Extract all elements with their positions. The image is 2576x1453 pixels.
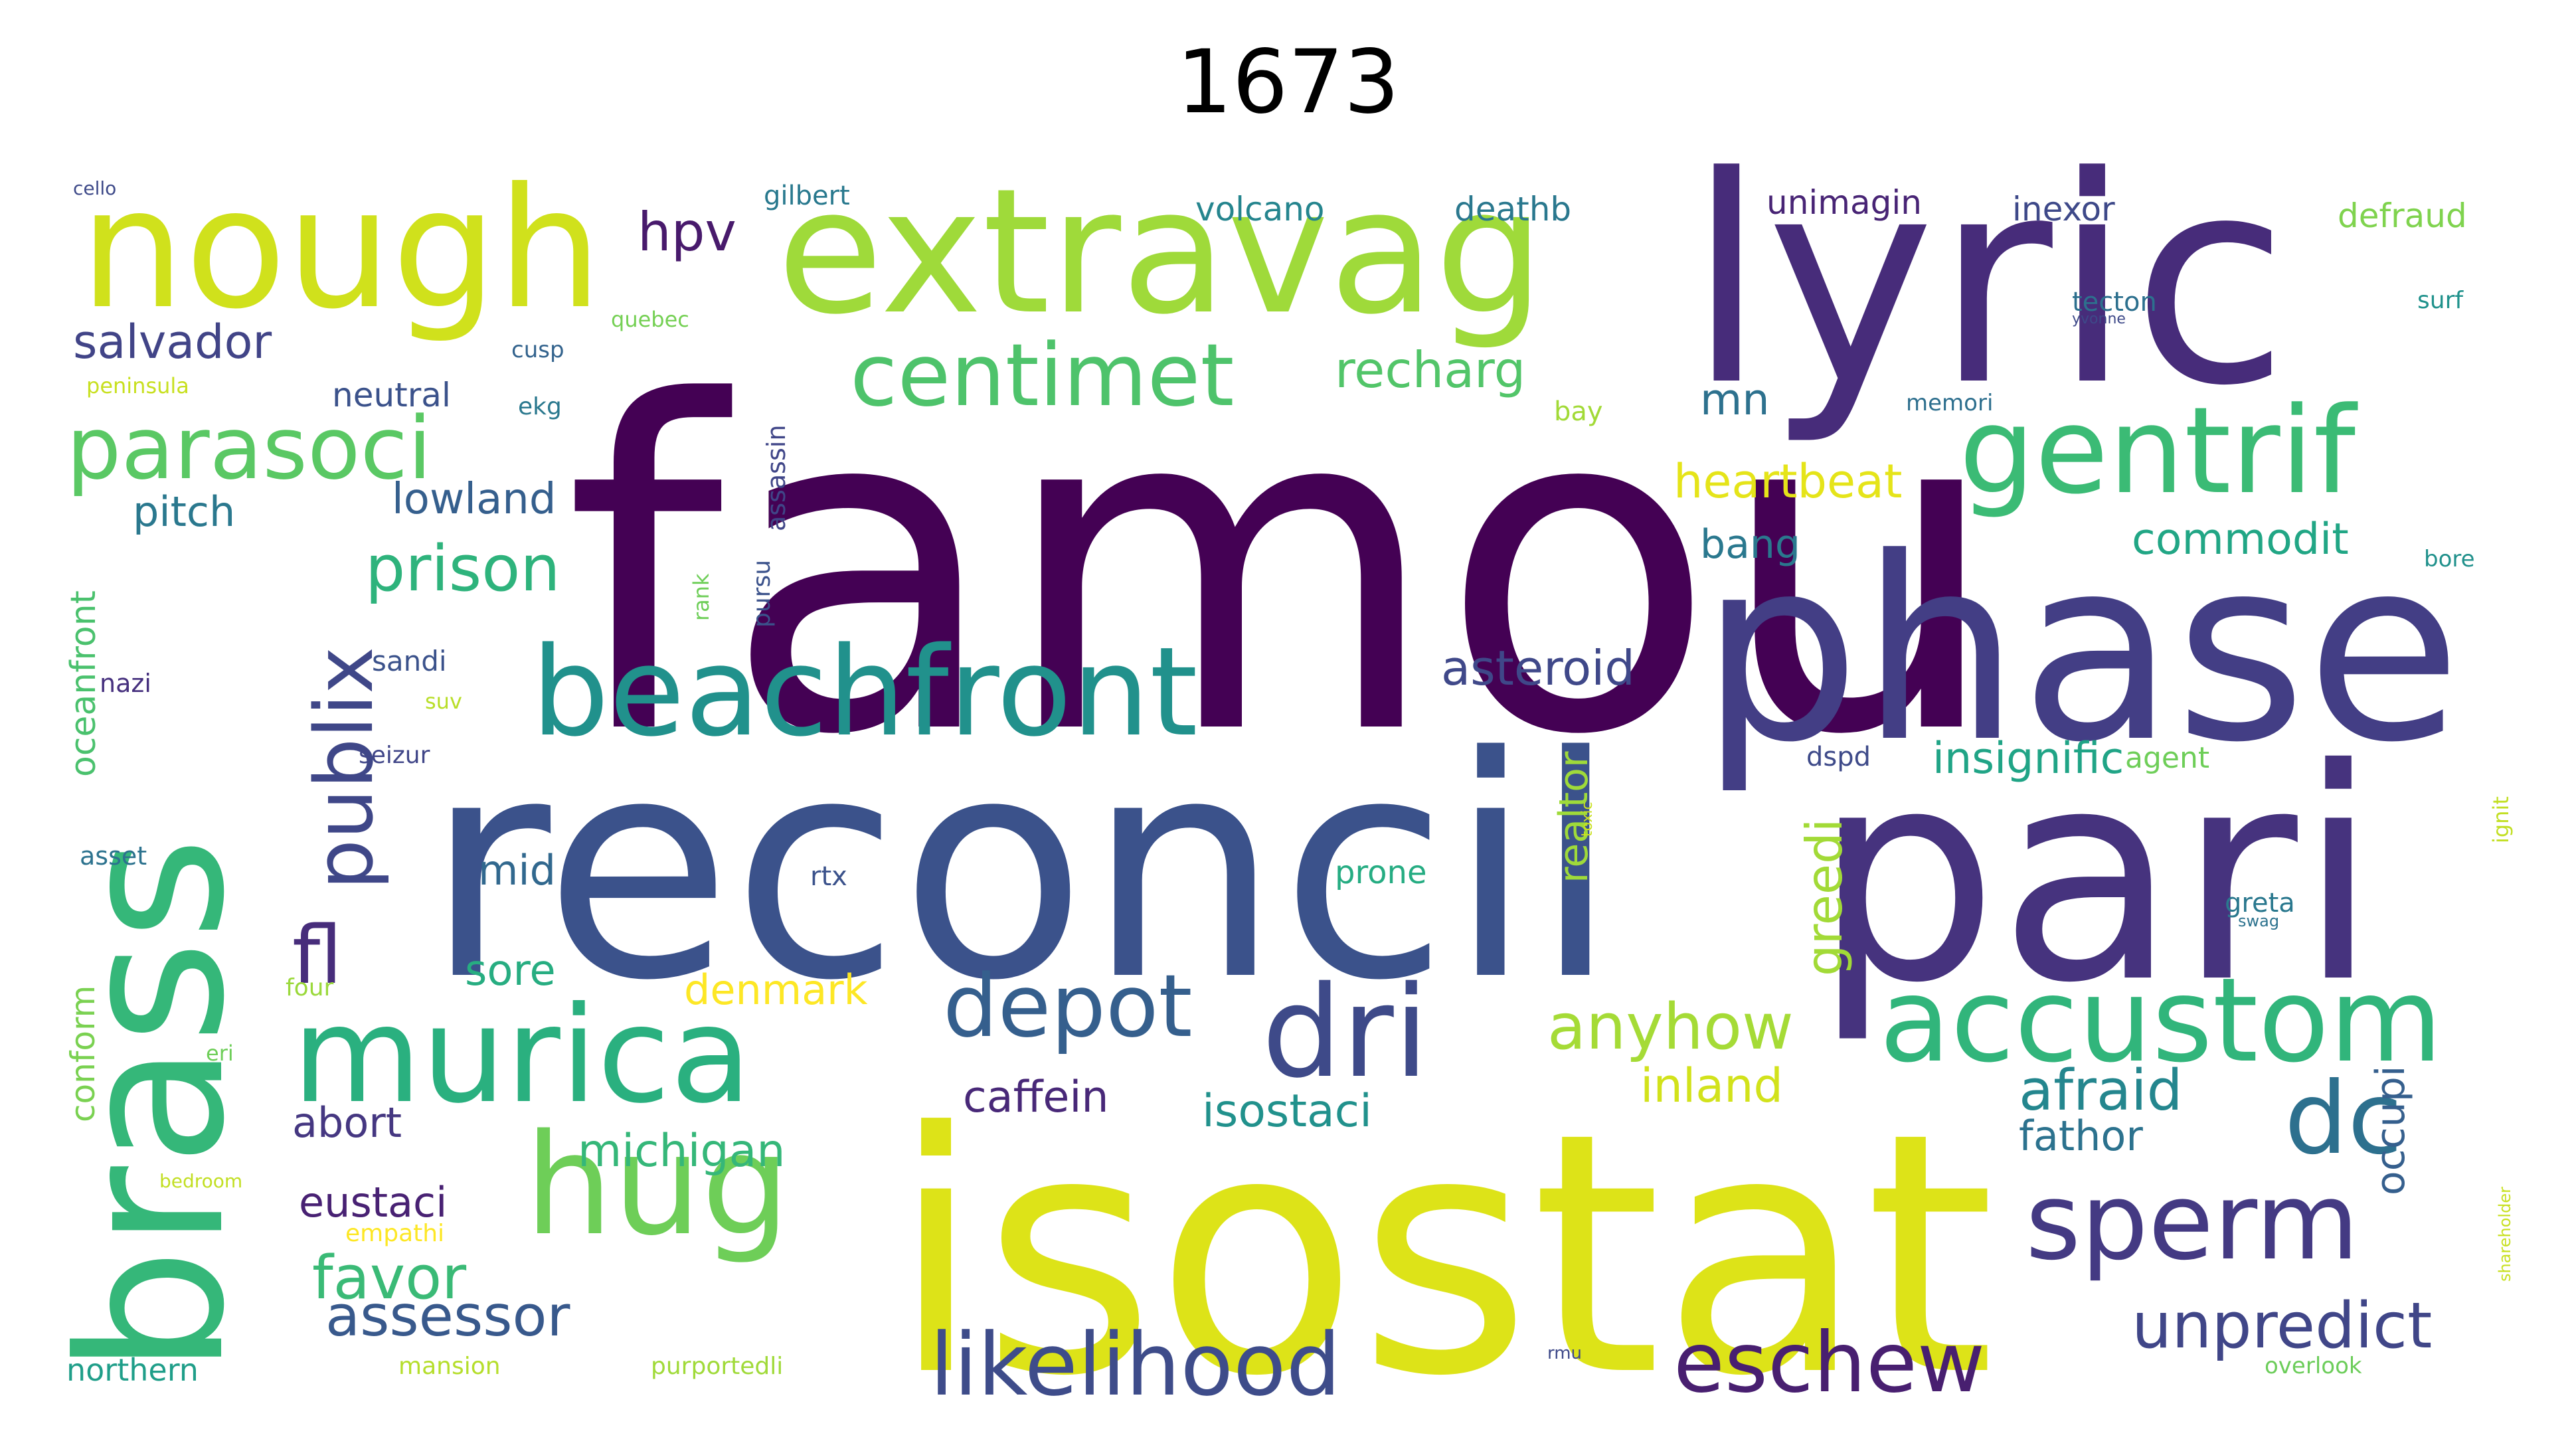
word-sore: sore	[465, 946, 556, 995]
word-assessor: assessor	[325, 1284, 570, 1349]
word-bang: bang	[1700, 521, 1800, 568]
word-lowland: lowland	[392, 475, 557, 524]
word-insignific: insignific	[1932, 734, 2124, 784]
word-isostaci: isostaci	[1202, 1085, 1372, 1138]
word-sperm: sperm	[2025, 1159, 2360, 1284]
word-bore: bore	[2424, 546, 2475, 572]
word-mansion: mansion	[398, 1353, 501, 1380]
word-ignit: ignit	[2488, 796, 2514, 843]
word-asteroid: asteroid	[1441, 640, 1635, 696]
word-shareholder: shareholder	[2496, 1187, 2514, 1282]
word-recharg: recharg	[1335, 341, 1526, 399]
word-hpv: hpv	[638, 201, 736, 263]
chart-title: 1673	[1176, 31, 1400, 133]
word-pursu: pursu	[748, 559, 776, 628]
word-centimet: centimet	[850, 325, 1235, 426]
word-lyric: lyric	[1687, 116, 2289, 448]
word-prone: prone	[1335, 854, 1427, 891]
word-seizur: seizur	[359, 742, 430, 769]
word-northern: northern	[66, 1352, 199, 1388]
word-eustaci: eustaci	[299, 1178, 448, 1227]
word-anyhow: anyhow	[1547, 991, 1794, 1064]
word-rmu: rmu	[1547, 1343, 1583, 1363]
word-memori: memori	[1906, 390, 1994, 416]
word-overlook: overlook	[2265, 1353, 2362, 1379]
word-beachfront: beachfront	[531, 620, 1198, 764]
word-depot: depot	[943, 956, 1193, 1057]
word-denmark: denmark	[684, 966, 868, 1014]
word-pari: pari	[1813, 707, 2379, 1047]
word-caffein: caffein	[963, 1072, 1109, 1122]
word-greta: greta	[2225, 888, 2295, 918]
word-volcano: volcano	[1195, 190, 1325, 228]
word-inland: inland	[1640, 1059, 1783, 1113]
word-likelihood: likelihood	[930, 1314, 1341, 1415]
word-ekg: ekg	[518, 393, 562, 420]
word-michigan: michigan	[578, 1125, 786, 1177]
word-isostat: isostat	[890, 1062, 1996, 1448]
word-famou: famou	[564, 308, 2003, 833]
word-dc: dc	[2284, 1061, 2403, 1177]
word-neutral: neutral	[332, 376, 451, 414]
word-dspd: dspd	[1806, 742, 1871, 772]
word-unimagin: unimagin	[1766, 183, 1922, 222]
word-mid: mid	[478, 846, 556, 895]
word-four: four	[286, 974, 334, 1001]
word-agent: agent	[2125, 741, 2210, 775]
word-afraid: afraid	[2019, 1058, 2183, 1124]
word-eri: eri	[206, 1041, 234, 1066]
word-fathor: fathor	[2019, 1112, 2143, 1160]
word-bay: bay	[1554, 396, 1603, 427]
word-abort: abort	[292, 1098, 402, 1147]
word-nough: nough	[80, 152, 602, 345]
word-assassin: assassin	[762, 424, 791, 531]
word-reconcil: reconcil	[425, 692, 1618, 1047]
word-peninsula: peninsula	[86, 373, 189, 398]
word-oceanfront: oceanfront	[64, 590, 104, 777]
word-gentrif: gentrif	[1959, 382, 2356, 521]
word-defraud: defraud	[2338, 197, 2467, 235]
word-occupi: occupi	[2367, 1065, 2414, 1195]
word-salvador: salvador	[73, 315, 272, 369]
word-asset: asset	[80, 841, 147, 871]
word-dri: dri	[1262, 959, 1429, 1106]
word-pitch: pitch	[133, 487, 236, 536]
word-surf: surf	[2417, 287, 2464, 314]
word-hug: hug	[525, 1104, 790, 1266]
word-mn: mn	[1700, 375, 1770, 425]
word-commodit: commodit	[2132, 515, 2349, 564]
word-rank: rank	[689, 573, 714, 621]
word-swag: swag	[2238, 912, 2280, 930]
word-gilbert: gilbert	[764, 181, 850, 211]
word-suv: suv	[425, 689, 462, 714]
word-cusp: cusp	[511, 337, 564, 363]
word-phase: phase	[1700, 503, 2462, 798]
word-rtx: rtx	[810, 861, 847, 892]
word-unpredict: unpredict	[2132, 1290, 2433, 1363]
word-deathb: deathb	[1454, 190, 1572, 228]
word-sandi: sandi	[372, 645, 447, 677]
word-yvonne: yvonne	[2072, 311, 2126, 327]
word-nazi: nazi	[100, 669, 151, 698]
word-extravag: extravag	[777, 152, 1545, 353]
word-fl: fl	[292, 910, 343, 1002]
word-cello: cello	[73, 177, 117, 199]
word-favor: favor	[312, 1243, 467, 1313]
word-inexor: inexor	[2012, 190, 2115, 228]
word-empathi: empathi	[345, 1220, 445, 1247]
word-accustom: accustom	[1879, 954, 2443, 1088]
word-tecton: tecton	[2072, 287, 2157, 317]
word-heartbeat: heartbeat	[1674, 454, 1903, 509]
word-bedroom: bedroom	[159, 1170, 243, 1192]
word-prison: prison	[365, 533, 560, 606]
word-conform: conform	[64, 985, 102, 1122]
word-quebec: quebec	[611, 307, 689, 332]
word-murica: murica	[292, 978, 752, 1133]
word-greedi: greedi	[1795, 818, 1853, 976]
word-purportedli: purportedli	[651, 1353, 784, 1380]
word-toxic: toxic	[1579, 802, 1596, 837]
word-parasoci: parasoci	[66, 398, 432, 499]
word-eschew: eschew	[1674, 1315, 1986, 1411]
